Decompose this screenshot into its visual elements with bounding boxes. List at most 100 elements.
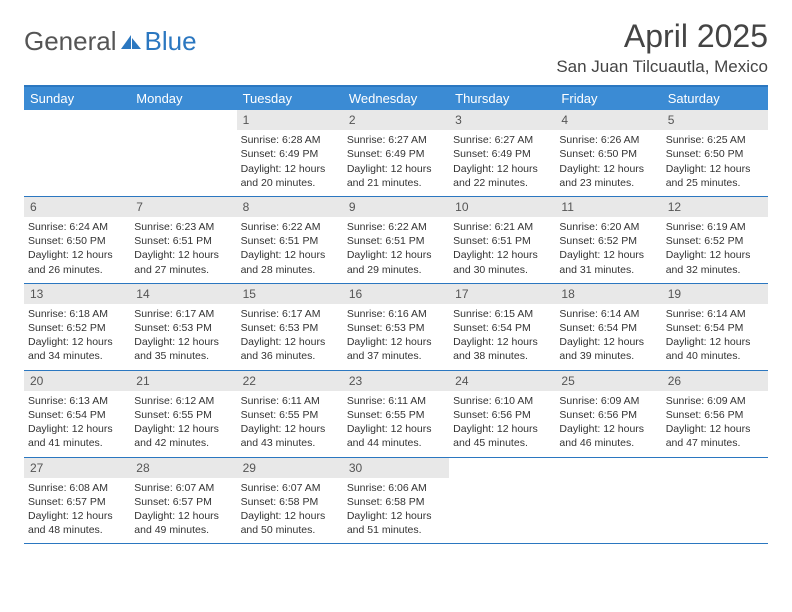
day-number: 9 [343, 197, 449, 217]
daylight-line: Daylight: 12 hours and 42 minutes. [134, 422, 232, 450]
day-cell: 6Sunrise: 6:24 AMSunset: 6:50 PMDaylight… [24, 197, 130, 283]
sunset-line: Sunset: 6:57 PM [134, 495, 232, 509]
sunrise-line: Sunrise: 6:18 AM [28, 307, 126, 321]
sunset-line: Sunset: 6:50 PM [28, 234, 126, 248]
day-number: 30 [343, 458, 449, 478]
weekday-monday: Monday [130, 87, 236, 110]
sunset-line: Sunset: 6:49 PM [241, 147, 339, 161]
location: San Juan Tilcuautla, Mexico [556, 57, 768, 77]
day-cell: 5Sunrise: 6:25 AMSunset: 6:50 PMDaylight… [662, 110, 768, 196]
sunset-line: Sunset: 6:52 PM [666, 234, 764, 248]
sunset-line: Sunset: 6:50 PM [559, 147, 657, 161]
logo-sail-icon [119, 33, 143, 51]
day-empty: . [130, 110, 236, 196]
day-cell: 2Sunrise: 6:27 AMSunset: 6:49 PMDaylight… [343, 110, 449, 196]
sunset-line: Sunset: 6:50 PM [666, 147, 764, 161]
daylight-line: Daylight: 12 hours and 31 minutes. [559, 248, 657, 276]
sunset-line: Sunset: 6:58 PM [241, 495, 339, 509]
sunset-line: Sunset: 6:54 PM [453, 321, 551, 335]
sunset-line: Sunset: 6:52 PM [28, 321, 126, 335]
calendar: SundayMondayTuesdayWednesdayThursdayFrid… [24, 85, 768, 544]
daylight-line: Daylight: 12 hours and 49 minutes. [134, 509, 232, 537]
day-cell: 29Sunrise: 6:07 AMSunset: 6:58 PMDayligh… [237, 458, 343, 544]
daylight-line: Daylight: 12 hours and 37 minutes. [347, 335, 445, 363]
weekday-header-row: SundayMondayTuesdayWednesdayThursdayFrid… [24, 87, 768, 110]
day-number: 14 [130, 284, 236, 304]
sunrise-line: Sunrise: 6:22 AM [241, 220, 339, 234]
sunset-line: Sunset: 6:51 PM [134, 234, 232, 248]
sunrise-line: Sunrise: 6:16 AM [347, 307, 445, 321]
day-cell: 1Sunrise: 6:28 AMSunset: 6:49 PMDaylight… [237, 110, 343, 196]
sunset-line: Sunset: 6:53 PM [134, 321, 232, 335]
daylight-line: Daylight: 12 hours and 41 minutes. [28, 422, 126, 450]
sunrise-line: Sunrise: 6:27 AM [347, 133, 445, 147]
sunrise-line: Sunrise: 6:07 AM [241, 481, 339, 495]
day-number: 16 [343, 284, 449, 304]
day-number: 1 [237, 110, 343, 130]
sunrise-line: Sunrise: 6:07 AM [134, 481, 232, 495]
sunset-line: Sunset: 6:55 PM [347, 408, 445, 422]
day-cell: 25Sunrise: 6:09 AMSunset: 6:56 PMDayligh… [555, 371, 661, 457]
daylight-line: Daylight: 12 hours and 21 minutes. [347, 162, 445, 190]
day-number: 12 [662, 197, 768, 217]
day-cell: 21Sunrise: 6:12 AMSunset: 6:55 PMDayligh… [130, 371, 236, 457]
daylight-line: Daylight: 12 hours and 28 minutes. [241, 248, 339, 276]
day-cell: 28Sunrise: 6:07 AMSunset: 6:57 PMDayligh… [130, 458, 236, 544]
daylight-line: Daylight: 12 hours and 25 minutes. [666, 162, 764, 190]
week-row: ..1Sunrise: 6:28 AMSunset: 6:49 PMDaylig… [24, 110, 768, 197]
day-cell: 9 Sunrise: 6:22 AMSunset: 6:51 PMDaylight… [343, 197, 449, 283]
daylight-line: Daylight: 12 hours and 29 minutes. [347, 248, 445, 276]
sunrise-line: Sunrise: 6:12 AM [134, 394, 232, 408]
sunrise-line: Sunrise: 6:08 AM [28, 481, 126, 495]
sunrise-line: Sunrise: 6:23 AM [134, 220, 232, 234]
day-cell: 4Sunrise: 6:26 AMSunset: 6:50 PMDaylight… [555, 110, 661, 196]
sunrise-line: Sunrise: 6:13 AM [28, 394, 126, 408]
daylight-line: Daylight: 12 hours and 22 minutes. [453, 162, 551, 190]
day-number: 26 [662, 371, 768, 391]
day-cell: 30Sunrise: 6:06 AMSunset: 6:58 PMDayligh… [343, 458, 449, 544]
day-cell: 24Sunrise: 6:10 AMSunset: 6:56 PMDayligh… [449, 371, 555, 457]
sunrise-line: Sunrise: 6:28 AM [241, 133, 339, 147]
sunset-line: Sunset: 6:55 PM [241, 408, 339, 422]
day-cell: 7Sunrise: 6:23 AMSunset: 6:51 PMDaylight… [130, 197, 236, 283]
sunrise-line: Sunrise: 6:11 AM [347, 394, 445, 408]
daylight-line: Daylight: 12 hours and 40 minutes. [666, 335, 764, 363]
day-number: 6 [24, 197, 130, 217]
sunrise-line: Sunrise: 6:22 AM [347, 220, 445, 234]
sunset-line: Sunset: 6:51 PM [347, 234, 445, 248]
sunrise-line: Sunrise: 6:17 AM [134, 307, 232, 321]
sunset-line: Sunset: 6:52 PM [559, 234, 657, 248]
sunset-line: Sunset: 6:53 PM [347, 321, 445, 335]
day-number: 17 [449, 284, 555, 304]
sunrise-line: Sunrise: 6:14 AM [666, 307, 764, 321]
day-number: 27 [24, 458, 130, 478]
sunset-line: Sunset: 6:56 PM [453, 408, 551, 422]
day-cell: 17Sunrise: 6:15 AMSunset: 6:54 PMDayligh… [449, 284, 555, 370]
day-cell: 26Sunrise: 6:09 AMSunset: 6:56 PMDayligh… [662, 371, 768, 457]
weekday-thursday: Thursday [449, 87, 555, 110]
daylight-line: Daylight: 12 hours and 43 minutes. [241, 422, 339, 450]
header: General Blue April 2025 San Juan Tilcuau… [24, 18, 768, 77]
day-number: 22 [237, 371, 343, 391]
sunset-line: Sunset: 6:55 PM [134, 408, 232, 422]
day-number: 25 [555, 371, 661, 391]
day-number: 24 [449, 371, 555, 391]
day-cell: 15Sunrise: 6:17 AMSunset: 6:53 PMDayligh… [237, 284, 343, 370]
day-cell: 19Sunrise: 6:14 AMSunset: 6:54 PMDayligh… [662, 284, 768, 370]
daylight-line: Daylight: 12 hours and 44 minutes. [347, 422, 445, 450]
sunrise-line: Sunrise: 6:10 AM [453, 394, 551, 408]
day-number: 15 [237, 284, 343, 304]
day-number: 11 [555, 197, 661, 217]
day-number: 8 [237, 197, 343, 217]
sunrise-line: Sunrise: 6:14 AM [559, 307, 657, 321]
day-number: 23 [343, 371, 449, 391]
sunrise-line: Sunrise: 6:19 AM [666, 220, 764, 234]
day-number: 19 [662, 284, 768, 304]
day-number: 18 [555, 284, 661, 304]
day-cell: 3Sunrise: 6:27 AMSunset: 6:49 PMDaylight… [449, 110, 555, 196]
weekday-friday: Friday [555, 87, 661, 110]
day-number: 29 [237, 458, 343, 478]
title-block: April 2025 San Juan Tilcuautla, Mexico [556, 18, 768, 77]
month-title: April 2025 [556, 18, 768, 55]
day-number: 10 [449, 197, 555, 217]
